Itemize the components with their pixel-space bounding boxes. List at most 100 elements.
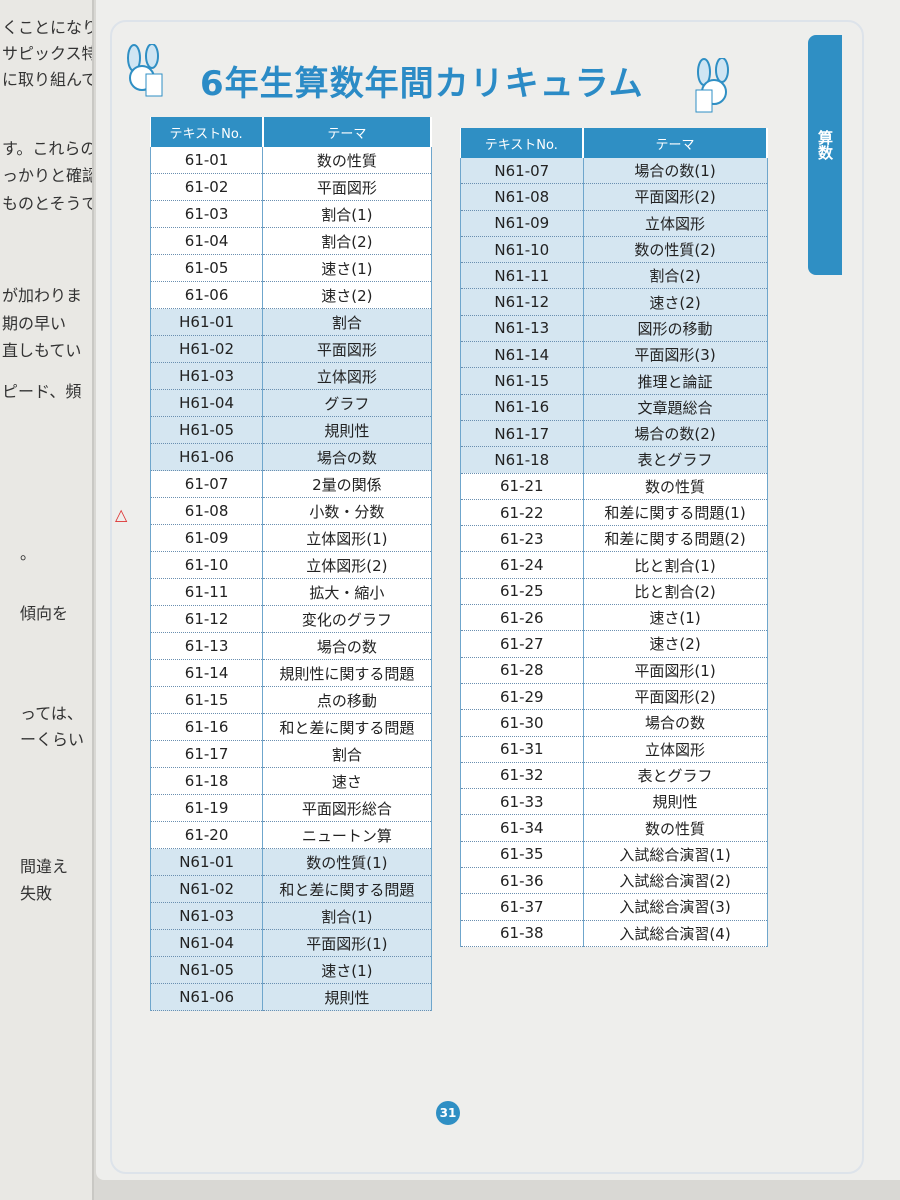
theme-cell: 規則性に関する問題 bbox=[262, 659, 432, 687]
text-number-cell: N61-11 bbox=[460, 262, 584, 290]
page-text-fragment: ものとそうで bbox=[2, 194, 94, 213]
table-row: N61-02 和と差に関する問題 bbox=[149, 875, 432, 903]
text-number-cell: N61-03 bbox=[149, 902, 264, 930]
theme-cell: 場合の数(1) bbox=[583, 158, 768, 185]
text-number-cell: 61-30 bbox=[460, 709, 584, 737]
theme-cell: 推理と論証 bbox=[583, 367, 768, 395]
theme-cell: 図形の移動 bbox=[583, 315, 768, 343]
text-number-cell: H61-05 bbox=[149, 416, 264, 444]
text-number-cell: 61-36 bbox=[460, 867, 584, 895]
text-number-cell: 61-17 bbox=[149, 740, 264, 768]
table-row: N61-12 速さ(2) bbox=[460, 288, 768, 316]
text-number-cell: 61-07 bbox=[149, 470, 264, 498]
theme-cell: 平面図形(1) bbox=[583, 657, 768, 684]
table-row: 61-07 2量の関係 bbox=[149, 470, 432, 498]
text-number-cell: 61-16 bbox=[149, 713, 264, 741]
theme-cell: 文章題総合 bbox=[583, 394, 768, 421]
text-number-cell: N61-14 bbox=[460, 341, 584, 369]
table-row: N61-18 表とグラフ bbox=[460, 446, 768, 474]
table-row: 61-28 平面図形(1) bbox=[460, 657, 768, 684]
table-row: N61-08 平面図形(2) bbox=[460, 183, 768, 211]
text-number-cell: 61-03 bbox=[149, 200, 264, 228]
table-row: H61-06 場合の数 bbox=[149, 443, 432, 471]
text-number-cell: N61-05 bbox=[149, 956, 264, 984]
table-row: 61-09 立体図形(1) bbox=[149, 524, 432, 552]
text-number-cell: N61-16 bbox=[460, 394, 584, 421]
text-number-cell: 61-10 bbox=[149, 551, 264, 579]
text-number-cell: 61-23 bbox=[460, 525, 584, 553]
table-row: N61-16 文章題総合 bbox=[460, 394, 768, 421]
text-number-cell: 61-01 bbox=[149, 147, 264, 174]
theme-cell: 立体図形 bbox=[583, 210, 768, 237]
theme-cell: 速さ(1) bbox=[583, 604, 768, 632]
page-text-fragment: サピックス特 bbox=[2, 44, 94, 63]
theme-cell: 場合の数(2) bbox=[583, 420, 768, 448]
table-row: 61-37 入試総合演習(3) bbox=[460, 893, 768, 921]
theme-cell: 小数・分数 bbox=[262, 497, 432, 525]
theme-cell: 拡大・縮小 bbox=[262, 578, 432, 606]
triangle-mark-icon: △ bbox=[115, 505, 128, 524]
theme-cell: 速さ(1) bbox=[262, 956, 432, 984]
text-number-cell: 61-08 bbox=[149, 497, 264, 525]
theme-cell: 立体図形(2) bbox=[262, 551, 432, 579]
table-row: 61-25 比と割合(2) bbox=[460, 578, 768, 606]
page-text-fragment: に取り組んで bbox=[2, 70, 94, 89]
page-text-fragment: が加わりま bbox=[2, 286, 83, 305]
text-number-cell: N61-18 bbox=[460, 446, 584, 474]
page-text-fragment: す。これらの bbox=[2, 139, 94, 158]
page-number: 31 bbox=[436, 1101, 460, 1125]
page-text-fragment: 。 bbox=[20, 544, 37, 563]
rabbit-mascot-icon bbox=[695, 58, 729, 113]
table-row: 61-10 立体図形(2) bbox=[149, 551, 432, 579]
table-row: 61-18 速さ bbox=[149, 767, 432, 795]
table-row: 61-30 場合の数 bbox=[460, 709, 768, 737]
text-number-cell: 61-20 bbox=[149, 821, 264, 849]
text-number-cell: 61-32 bbox=[460, 762, 584, 790]
table-row: 61-36 入試総合演習(2) bbox=[460, 867, 768, 895]
adjacent-page-fragment: くことになりまサピックス特に取り組んです。これらのっかりと確認ものとそうでが加わ… bbox=[0, 0, 94, 1200]
table-row: 61-04 割合(2) bbox=[149, 227, 432, 255]
table-row: N61-06 規則性 bbox=[149, 983, 432, 1011]
table-row: H61-01 割合 bbox=[149, 308, 432, 336]
theme-cell: 場合の数 bbox=[262, 443, 432, 471]
column-header: テキストNo. bbox=[460, 128, 585, 158]
theme-cell: 変化のグラフ bbox=[262, 605, 432, 633]
page-title: 6年生算数年間カリキュラム bbox=[200, 64, 644, 104]
table-row: H61-03 立体図形 bbox=[149, 362, 432, 390]
subject-tab-label: 算数 bbox=[816, 130, 834, 160]
theme-cell: 比と割合(2) bbox=[583, 578, 768, 606]
text-number-cell: 61-25 bbox=[460, 578, 584, 606]
table-row: 61-12 変化のグラフ bbox=[149, 605, 432, 633]
text-number-cell: 61-26 bbox=[460, 604, 584, 632]
text-number-cell: 61-06 bbox=[149, 281, 264, 309]
column-header: テーマ bbox=[583, 128, 768, 158]
table-row: 61-35 入試総合演習(1) bbox=[460, 841, 768, 869]
table-row: N61-14 平面図形(3) bbox=[460, 341, 768, 369]
text-number-cell: 61-38 bbox=[460, 920, 584, 947]
theme-cell: グラフ bbox=[262, 389, 432, 417]
table-row: 61-22 和差に関する問題(1) bbox=[460, 499, 768, 527]
text-number-cell: 61-11 bbox=[149, 578, 264, 606]
theme-cell: 数の性質(2) bbox=[583, 236, 768, 264]
theme-cell: 割合 bbox=[262, 740, 432, 768]
theme-cell: 速さ(2) bbox=[262, 281, 432, 309]
theme-cell: 数の性質 bbox=[583, 473, 768, 500]
table-row: 61-15 点の移動 bbox=[149, 686, 432, 714]
text-number-cell: N61-17 bbox=[460, 420, 584, 448]
theme-cell: 数の性質 bbox=[583, 814, 768, 842]
table-row: 61-08 小数・分数 bbox=[149, 497, 432, 525]
table-row: N61-10 数の性質(2) bbox=[460, 236, 768, 264]
table-row: 61-29 平面図形(2) bbox=[460, 683, 768, 711]
theme-cell: 立体図形 bbox=[262, 362, 432, 390]
page-text-fragment: 期の早い bbox=[2, 314, 67, 333]
table-row: H61-04 グラフ bbox=[149, 389, 432, 417]
page-text-fragment: ーくらい bbox=[20, 730, 85, 749]
table-row: 61-19 平面図形総合 bbox=[149, 794, 432, 822]
theme-cell: 速さ(1) bbox=[262, 254, 432, 282]
table-row: 61-31 立体図形 bbox=[460, 736, 768, 763]
text-number-cell: 61-12 bbox=[149, 605, 264, 633]
text-number-cell: N61-08 bbox=[460, 183, 584, 211]
theme-cell: 平面図形 bbox=[262, 335, 432, 363]
page-text-fragment: 間違え bbox=[20, 857, 69, 876]
table-row: N61-17 場合の数(2) bbox=[460, 420, 768, 448]
